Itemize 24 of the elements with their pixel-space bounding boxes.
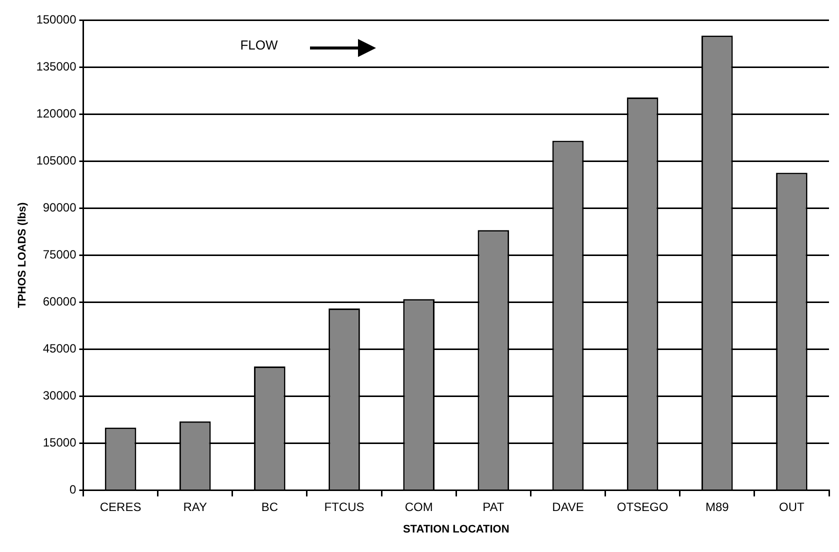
y-tick-label: 120000 xyxy=(36,106,77,120)
x-tick-label: COM xyxy=(404,500,433,514)
x-tick-label: M89 xyxy=(705,500,730,514)
x-tick-label: FTCUS xyxy=(324,500,364,514)
y-tick-label: 90000 xyxy=(42,200,77,214)
y-tick-label: 150000 xyxy=(36,12,77,26)
y-tick-label: 105000 xyxy=(36,153,77,168)
y-tick-label: 30000 xyxy=(42,388,77,403)
y-tick-label: 0 xyxy=(70,482,77,497)
y-tick-label: 75000 xyxy=(42,248,77,262)
x-tick-label: RAY xyxy=(183,500,208,514)
x-tick-label: CERES xyxy=(100,500,142,514)
y-tick-label: 60000 xyxy=(42,294,77,309)
x-tick-label: OUT xyxy=(779,500,806,514)
annotation: FLOW xyxy=(240,38,279,53)
y-axis-title: TPHOS LOADS (lbs) xyxy=(16,202,29,308)
x-tick-label: DAVE xyxy=(552,500,584,514)
x-tick-label: BC xyxy=(261,500,278,514)
x-axis-title: STATION LOCATION xyxy=(402,523,510,536)
x-tick-label: PAT xyxy=(482,500,505,514)
y-tick-label: 45000 xyxy=(42,342,77,356)
x-tick-label: OTSEGO xyxy=(616,500,668,514)
y-tick-label: 135000 xyxy=(36,59,77,74)
y-tick-label: 15000 xyxy=(42,436,77,450)
